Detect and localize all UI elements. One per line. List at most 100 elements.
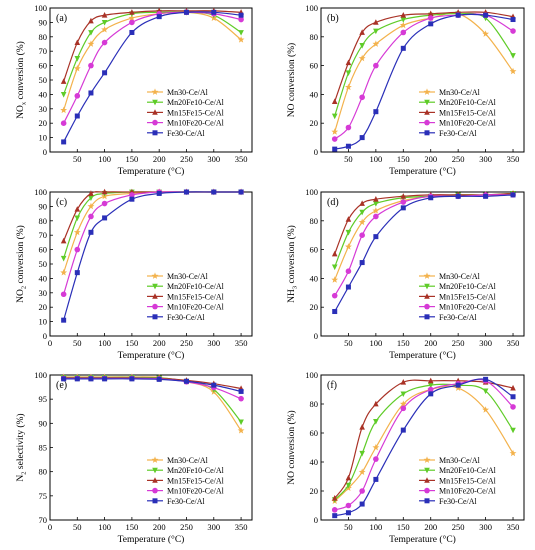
legend-label: Mn30-Ce/Al bbox=[439, 272, 481, 281]
series-fe30-ce-al bbox=[61, 376, 244, 394]
x-tick-label: 150 bbox=[397, 522, 410, 532]
y-tick-label: 30 bbox=[39, 288, 48, 298]
data-point bbox=[373, 201, 379, 207]
y-axis-title-subscript: 2 bbox=[21, 286, 28, 289]
data-point bbox=[358, 54, 366, 62]
panel-e: 0 50 100 150 200 250 300 350 70 75 80 85 90 95 100 Temp… bbox=[15, 370, 253, 545]
y-axis-title-main: NO conversion (%) bbox=[286, 43, 297, 117]
legend-item: Mn15Fe15-Ce/Al bbox=[147, 108, 225, 117]
data-point bbox=[60, 237, 67, 244]
legend-marker bbox=[424, 477, 430, 483]
data-point bbox=[88, 190, 94, 196]
y-tick-label: 50 bbox=[39, 259, 48, 269]
x-tick-label: 350 bbox=[507, 154, 520, 164]
data-point bbox=[510, 394, 516, 400]
data-point bbox=[373, 476, 379, 482]
data-point bbox=[88, 62, 94, 69]
legend-marker bbox=[152, 130, 158, 136]
data-point bbox=[345, 143, 351, 149]
y-tick-label: 80 bbox=[310, 399, 319, 409]
x-tick-label: 350 bbox=[235, 338, 248, 348]
y-axis-title: NO conversion (%) bbox=[286, 410, 297, 484]
data-point bbox=[88, 17, 94, 24]
series-fe30-ce-al bbox=[61, 9, 244, 145]
data-point bbox=[358, 468, 366, 476]
y-tick-label: 20 bbox=[310, 118, 319, 128]
x-tick-label: 150 bbox=[126, 154, 139, 164]
legend-item: Mn20Fe10-Ce/Al bbox=[147, 466, 225, 475]
data-point bbox=[60, 269, 68, 276]
data-point bbox=[399, 21, 407, 29]
data-point bbox=[373, 400, 379, 407]
legend-item: Mn20Fe10-Ce/Al bbox=[419, 282, 497, 291]
panel-c: 0 50 100 150 200 250 300 350 0 10 20 30 40 50 60 70 80 90… bbox=[15, 187, 253, 361]
x-tick-label: 200 bbox=[153, 154, 166, 164]
data-point bbox=[359, 260, 365, 266]
series-mn10fe20-ce-al bbox=[60, 9, 244, 126]
series-mn20fe10-ce-al bbox=[331, 191, 516, 271]
y-tick-label: 75 bbox=[39, 491, 48, 501]
series-line bbox=[63, 11, 242, 95]
data-point bbox=[483, 376, 489, 382]
data-point bbox=[331, 495, 338, 501]
legend-label: Mn20Fe10-Ce/Al bbox=[167, 282, 225, 291]
y-tick-label: 60 bbox=[310, 61, 319, 71]
plot-frame bbox=[320, 191, 525, 337]
legend-label: Mn30-Ce/Al bbox=[167, 272, 209, 281]
data-point bbox=[482, 30, 490, 37]
data-point bbox=[331, 264, 338, 271]
legend-marker bbox=[152, 487, 158, 494]
data-point bbox=[88, 30, 94, 36]
legend-label: Mn20Fe10-Ce/Al bbox=[167, 98, 225, 107]
y-tick-label: 90 bbox=[39, 201, 48, 211]
legend-item: Mn15Fe15-Ce/Al bbox=[419, 108, 497, 117]
legend-label: Mn30-Ce/Al bbox=[439, 456, 481, 465]
data-point bbox=[373, 109, 379, 115]
legend-label: Mn15Fe15-Ce/Al bbox=[439, 476, 497, 485]
x-tick-label: 300 bbox=[207, 338, 220, 348]
data-point bbox=[345, 502, 352, 509]
data-point bbox=[128, 14, 136, 21]
y-tick-label: 0 bbox=[43, 331, 47, 341]
y-axis-title: NH3 conversion (%) bbox=[286, 225, 299, 303]
legend-label: Mn20Fe10-Ce/Al bbox=[439, 98, 497, 107]
data-point bbox=[183, 378, 189, 384]
x-tick-label: 100 bbox=[98, 154, 111, 164]
x-tick-label: 300 bbox=[479, 338, 492, 348]
data-point bbox=[373, 456, 379, 462]
y-tick-label: 80 bbox=[310, 32, 319, 42]
y-tick-label: 100 bbox=[305, 370, 318, 380]
x-axis-title: Temperature (°C) bbox=[389, 534, 456, 545]
data-point bbox=[373, 28, 379, 35]
x-tick-label: 0 bbox=[48, 522, 52, 532]
y-tick-label: 60 bbox=[39, 61, 48, 71]
legend-label: Mn10Fe20-Ce/Al bbox=[167, 487, 225, 496]
data-point bbox=[455, 382, 461, 388]
data-point bbox=[345, 59, 352, 66]
data-point bbox=[400, 205, 406, 211]
y-tick-label: 100 bbox=[34, 3, 47, 13]
legend-marker bbox=[424, 283, 430, 290]
y-axis-title-rest: conversion (%) bbox=[15, 41, 26, 102]
data-point bbox=[88, 376, 94, 382]
x-tick-label: 250 bbox=[180, 338, 193, 348]
data-point bbox=[238, 30, 244, 36]
y-axis-title-main: NO bbox=[16, 105, 26, 119]
data-point bbox=[427, 377, 434, 384]
legend-marker bbox=[424, 314, 430, 320]
y-tick-label: 85 bbox=[39, 443, 48, 453]
data-point bbox=[238, 12, 244, 18]
data-point bbox=[88, 90, 94, 96]
data-point bbox=[331, 136, 338, 142]
data-point bbox=[400, 45, 406, 51]
data-point bbox=[373, 19, 379, 25]
data-point bbox=[345, 124, 352, 131]
legend-item: Mn20Fe10-Ce/Al bbox=[147, 282, 225, 291]
legend-item: Mn10Fe20-Ce/Al bbox=[419, 119, 497, 128]
data-point bbox=[332, 309, 338, 315]
y-tick-label: 95 bbox=[39, 394, 48, 404]
data-point bbox=[510, 17, 516, 23]
legend-marker bbox=[424, 99, 430, 106]
